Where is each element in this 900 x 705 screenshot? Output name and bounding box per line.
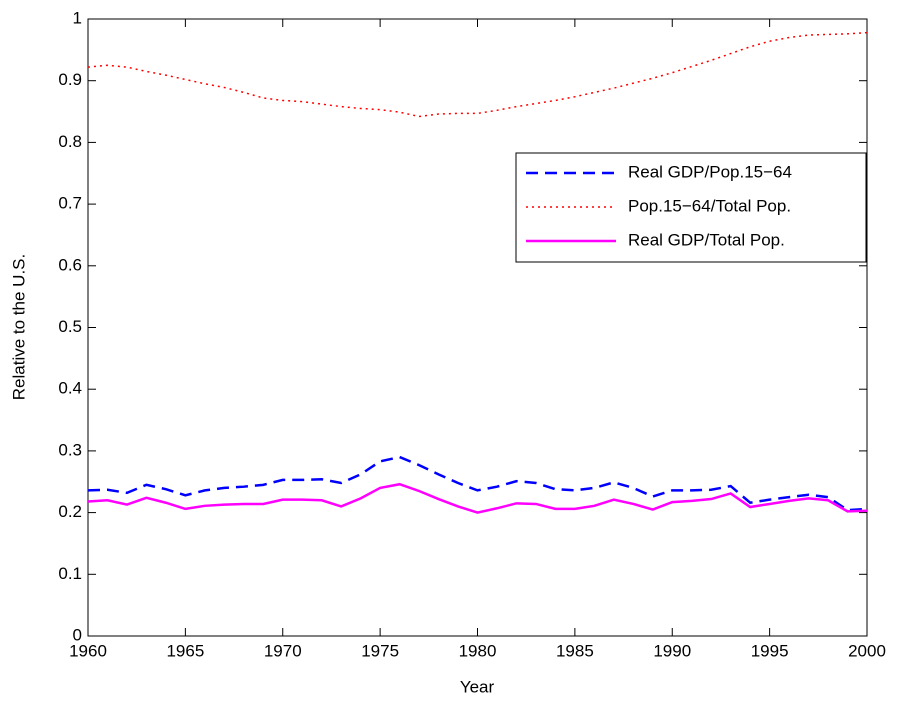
- x-tick-label: 1990: [653, 641, 691, 660]
- y-tick-label: 0.2: [58, 502, 82, 521]
- y-tick-label: 0.7: [58, 194, 82, 213]
- legend-label: Pop.15−64/Total Pop.: [628, 196, 791, 215]
- legend-label: Real GDP/Total Pop.: [628, 230, 785, 249]
- x-tick-label: 1965: [166, 641, 204, 660]
- legend: Real GDP/Pop.15−64 Pop.15−64/Total Pop. Re…: [515, 152, 867, 263]
- x-tick-label: 1975: [361, 641, 399, 660]
- y-tick-label: 0.1: [58, 564, 82, 583]
- y-tick-label: 0.3: [58, 440, 82, 459]
- x-tick-label: 1985: [556, 641, 594, 660]
- y-tick-label: 0: [73, 625, 82, 644]
- y-tick-label: 0.4: [58, 379, 82, 398]
- legend-label: Real GDP/Pop.15−64: [628, 162, 792, 181]
- x-tick-label: 1995: [751, 641, 789, 660]
- x-tick-label: 2000: [848, 641, 886, 660]
- y-tick-label: 0.9: [58, 70, 82, 89]
- x-tick-label: 1980: [459, 641, 497, 660]
- x-tick-label: 1960: [69, 641, 107, 660]
- y-tick-label: 0.6: [58, 255, 82, 274]
- x-axis-label: Year: [460, 677, 495, 696]
- series-line: [87, 482, 868, 514]
- series-line: [87, 31, 868, 118]
- series-line: [87, 455, 868, 512]
- y-tick-label: 0.5: [58, 317, 82, 336]
- plot-area: [87, 18, 868, 637]
- y-tick-label: 0.8: [58, 132, 82, 151]
- y-tick-label: 1: [73, 8, 82, 27]
- y-axis-label: Relative to the U.S.: [9, 254, 28, 400]
- x-tick-label: 1970: [264, 641, 302, 660]
